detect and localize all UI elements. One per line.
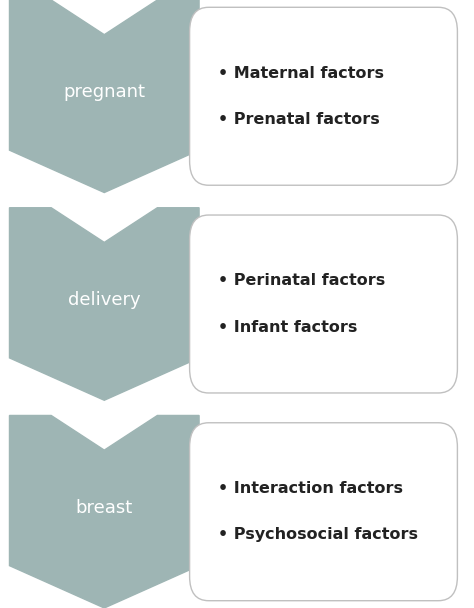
FancyBboxPatch shape	[190, 7, 457, 185]
Text: • Infant factors: • Infant factors	[218, 320, 357, 334]
Text: pregnant: pregnant	[64, 83, 145, 102]
Text: • Perinatal factors: • Perinatal factors	[218, 274, 385, 288]
Polygon shape	[9, 208, 199, 400]
FancyBboxPatch shape	[190, 215, 457, 393]
Text: • Interaction factors: • Interaction factors	[218, 481, 403, 496]
Text: breast: breast	[76, 499, 133, 517]
FancyBboxPatch shape	[190, 423, 457, 601]
Polygon shape	[9, 415, 199, 608]
Text: • Psychosocial factors: • Psychosocial factors	[218, 527, 418, 542]
Text: • Maternal factors: • Maternal factors	[218, 66, 384, 81]
Text: • Prenatal factors: • Prenatal factors	[218, 112, 380, 127]
Text: delivery: delivery	[68, 291, 141, 309]
Polygon shape	[9, 0, 199, 193]
